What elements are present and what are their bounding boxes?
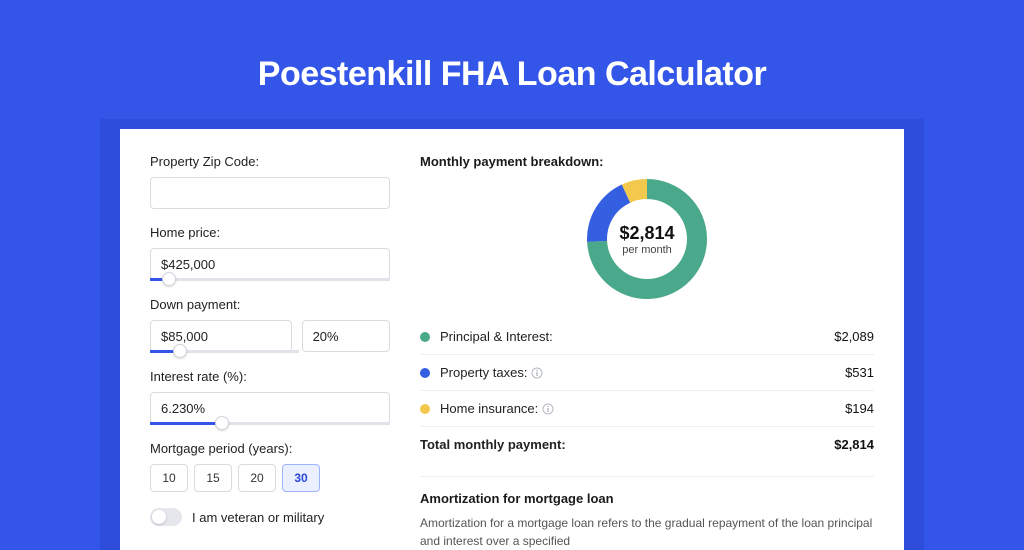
legend-value: $2,089 bbox=[834, 329, 874, 344]
info-icon[interactable] bbox=[531, 367, 543, 379]
interest-rate-input[interactable] bbox=[150, 392, 390, 424]
breakdown-panel: Monthly payment breakdown: $2,814 per mo… bbox=[420, 154, 874, 550]
legend-row: Property taxes:$531 bbox=[420, 354, 874, 390]
veteran-row: I am veteran or military bbox=[150, 508, 390, 526]
down-payment-field: Down payment: bbox=[150, 297, 390, 353]
payment-donut-chart: $2,814 per month bbox=[587, 179, 707, 299]
down-payment-slider[interactable] bbox=[150, 350, 299, 353]
zip-field: Property Zip Code: bbox=[150, 154, 390, 209]
home-price-field: Home price: bbox=[150, 225, 390, 281]
calculator-card: Property Zip Code: Home price: Down paym… bbox=[120, 129, 904, 550]
mortgage-period-option[interactable]: 20 bbox=[238, 464, 276, 492]
zip-label: Property Zip Code: bbox=[150, 154, 390, 169]
legend-value: $194 bbox=[845, 401, 874, 416]
down-payment-label: Down payment: bbox=[150, 297, 390, 312]
mortgage-period-option[interactable]: 30 bbox=[282, 464, 320, 492]
donut-wrap: $2,814 per month bbox=[420, 179, 874, 299]
interest-rate-field: Interest rate (%): bbox=[150, 369, 390, 425]
slider-thumb[interactable] bbox=[215, 416, 229, 430]
interest-rate-label: Interest rate (%): bbox=[150, 369, 390, 384]
down-payment-pct-input[interactable] bbox=[302, 320, 390, 352]
home-price-slider[interactable] bbox=[150, 278, 390, 281]
legend-value: $531 bbox=[845, 365, 874, 380]
legend-dot-icon bbox=[420, 332, 430, 342]
mortgage-period-label: Mortgage period (years): bbox=[150, 441, 390, 456]
legend: Principal & Interest:$2,089Property taxe… bbox=[420, 319, 874, 462]
legend-dot-icon bbox=[420, 368, 430, 378]
legend-total-row: Total monthly payment:$2,814 bbox=[420, 426, 874, 462]
mortgage-period-option[interactable]: 15 bbox=[194, 464, 232, 492]
veteran-toggle[interactable] bbox=[150, 508, 182, 526]
legend-label: Property taxes: bbox=[440, 365, 845, 380]
donut-center-sub: per month bbox=[622, 244, 672, 256]
mortgage-period-field: Mortgage period (years): 10152030 bbox=[150, 441, 390, 492]
legend-label: Home insurance: bbox=[440, 401, 845, 416]
form-panel: Property Zip Code: Home price: Down paym… bbox=[150, 154, 390, 550]
mortgage-period-segmented: 10152030 bbox=[150, 464, 390, 492]
down-payment-input[interactable] bbox=[150, 320, 292, 352]
interest-rate-slider[interactable] bbox=[150, 422, 390, 425]
legend-label: Principal & Interest: bbox=[440, 329, 834, 344]
home-price-input[interactable] bbox=[150, 248, 390, 280]
donut-center-value: $2,814 bbox=[619, 223, 674, 244]
legend-row: Home insurance:$194 bbox=[420, 390, 874, 426]
legend-row: Principal & Interest:$2,089 bbox=[420, 319, 874, 354]
legend-total-label: Total monthly payment: bbox=[420, 437, 834, 452]
slider-thumb[interactable] bbox=[162, 272, 176, 286]
info-icon[interactable] bbox=[542, 403, 554, 415]
card-shadow: Property Zip Code: Home price: Down paym… bbox=[100, 119, 924, 550]
slider-thumb[interactable] bbox=[173, 344, 187, 358]
zip-input[interactable] bbox=[150, 177, 390, 209]
page-title: Poestenkill FHA Loan Calculator bbox=[0, 0, 1024, 119]
toggle-knob bbox=[152, 510, 166, 524]
legend-dot-icon bbox=[420, 404, 430, 414]
donut-center: $2,814 per month bbox=[587, 179, 707, 299]
amortization-title: Amortization for mortgage loan bbox=[420, 476, 874, 506]
mortgage-period-option[interactable]: 10 bbox=[150, 464, 188, 492]
amortization-body: Amortization for a mortgage loan refers … bbox=[420, 514, 874, 550]
legend-total-value: $2,814 bbox=[834, 437, 874, 452]
home-price-label: Home price: bbox=[150, 225, 390, 240]
breakdown-title: Monthly payment breakdown: bbox=[420, 154, 874, 169]
